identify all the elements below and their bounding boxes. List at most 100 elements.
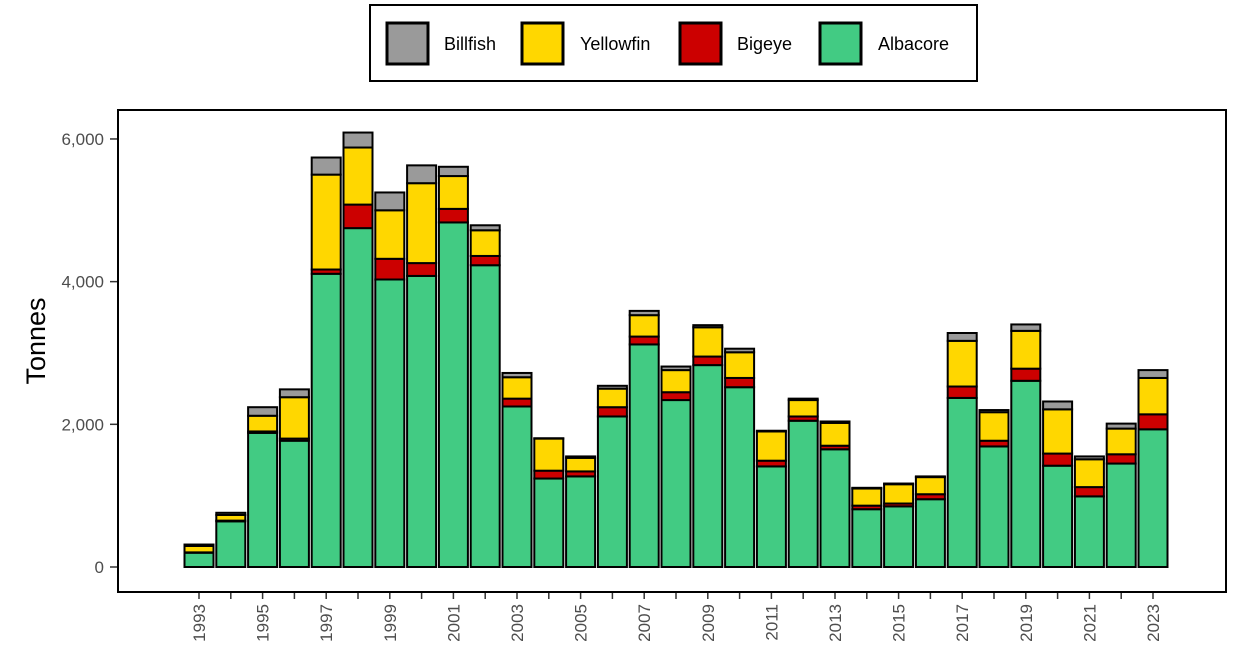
- bar-albacore-2023: [1137, 428, 1169, 568]
- bar-yellowfin-1997: [310, 173, 342, 271]
- bar-billfish-2018: [978, 409, 1010, 414]
- x-axis: 1993 1995 1997 1999 2001 2003 2005 2007 2009 2011…: [190, 592, 1163, 642]
- bar-billfish-1996: [278, 388, 310, 399]
- bar-billfish-1998: [342, 131, 374, 149]
- bar-yellowfin-1998: [342, 146, 374, 206]
- bar-bigeye-2010: [724, 376, 756, 389]
- bar-yellowfin-2013: [819, 421, 851, 447]
- bar-yellowfin-1995: [247, 414, 279, 433]
- bar-billfish-1997: [310, 156, 342, 176]
- bar-billfish-2008: [660, 365, 692, 372]
- bar-bigeye-1998: [342, 203, 374, 230]
- bar-billfish-2021: [1073, 455, 1105, 461]
- bar-billfish-2013: [819, 420, 851, 424]
- bar-yellowfin-2020: [1042, 408, 1074, 455]
- bar-yellowfin-2009: [692, 326, 724, 358]
- bar-billfish-2001: [437, 165, 469, 178]
- y-tick-label: 6,000: [61, 130, 104, 149]
- legend-swatch-billfish: [385, 21, 430, 66]
- x-tick-label: 2005: [572, 604, 591, 642]
- bar-billfish-1994: [215, 511, 247, 516]
- bar-yellowfin-2002: [469, 229, 501, 257]
- bar-yellowfin-2006: [596, 387, 628, 409]
- x-tick-label: 1999: [381, 604, 400, 642]
- bar-albacore-2008: [660, 399, 692, 568]
- x-tick-label: 1997: [317, 604, 336, 642]
- bar-albacore-2001: [437, 221, 469, 568]
- bar-yellowfin-2018: [978, 411, 1010, 442]
- bar-yellowfin-2012: [787, 399, 819, 418]
- bar-albacore-2009: [692, 364, 724, 568]
- y-tick-label: 0: [95, 558, 104, 577]
- bar-yellowfin-2022: [1105, 427, 1137, 456]
- bar-bigeye-2000: [406, 262, 438, 277]
- bar-albacore-2021: [1073, 495, 1105, 568]
- bar-yellowfin-2023: [1137, 376, 1169, 416]
- bar-billfish-1995: [247, 406, 279, 417]
- bar-yellowfin-2000: [406, 182, 438, 265]
- legend-swatch-bigeye: [678, 21, 723, 66]
- legend-label-bigeye: Bigeye: [737, 34, 792, 54]
- bar-albacore-2017: [946, 396, 978, 569]
- bar-albacore-2015: [883, 505, 915, 568]
- legend-label-albacore: Albacore: [878, 34, 949, 54]
- bar-bigeye-2017: [946, 385, 978, 399]
- legend-label-billfish: Billfish: [444, 34, 496, 54]
- bar-albacore-1998: [342, 227, 374, 568]
- bar-yellowfin-2014: [851, 487, 883, 507]
- bar-yellowfin-2003: [501, 376, 533, 400]
- bar-bigeye-2001: [437, 207, 469, 224]
- bar-yellowfin-2011: [755, 430, 787, 462]
- bar-albacore-2010: [724, 386, 756, 568]
- bar-albacore-2013: [819, 448, 851, 569]
- bar-yellowfin-1996: [278, 396, 310, 440]
- bar-billfish-2009: [692, 324, 724, 329]
- bar-billfish-2005: [565, 455, 597, 459]
- legend: Billfish Yellowfin Bigeye Albacore: [369, 4, 978, 82]
- bar-albacore-2019: [1010, 379, 1042, 568]
- bar-albacore-1993: [183, 551, 215, 568]
- bar-yellowfin-2019: [1010, 329, 1042, 370]
- bar-albacore-2022: [1105, 462, 1137, 568]
- x-tick-label: 2007: [635, 604, 654, 642]
- y-tick-label: 2,000: [61, 415, 104, 434]
- x-tick-label: 1995: [254, 604, 273, 642]
- bar-billfish-2017: [946, 332, 978, 342]
- bar-yellowfin-2017: [946, 339, 978, 388]
- y-axis-title: Tonnes: [21, 297, 51, 384]
- bar-albacore-2014: [851, 508, 883, 568]
- bar-yellowfin-2005: [565, 456, 597, 473]
- bar-billfish-2016: [914, 475, 946, 479]
- bar-billfish-2023: [1137, 369, 1169, 379]
- bar-albacore-2006: [596, 415, 628, 568]
- bar-yellowfin-2001: [437, 175, 469, 210]
- x-tick-label: 2021: [1080, 604, 1099, 642]
- bar-bigeye-2019: [1010, 367, 1042, 382]
- bar-bigeye-2022: [1105, 453, 1137, 465]
- bar-yellowfin-1999: [374, 209, 406, 260]
- bar-billfish-2011: [755, 429, 787, 433]
- bar-bigeye-2021: [1073, 486, 1105, 498]
- bar-yellowfin-2008: [660, 369, 692, 394]
- bar-billfish-2007: [628, 309, 660, 317]
- bar-albacore-1994: [215, 520, 247, 569]
- bar-bigeye-2006: [596, 406, 628, 418]
- bars-layer: [183, 131, 1169, 569]
- bar-yellowfin-2007: [628, 314, 660, 338]
- bar-albacore-2018: [978, 445, 1010, 568]
- x-tick-label: 2009: [699, 604, 718, 642]
- x-tick-label: 2015: [890, 604, 909, 642]
- bar-billfish-2010: [724, 347, 756, 354]
- bar-billfish-2003: [501, 371, 533, 379]
- bar-bigeye-2008: [660, 391, 692, 402]
- x-tick-label: 2003: [508, 604, 527, 642]
- bar-bigeye-2002: [469, 254, 501, 267]
- bar-billfish-1999: [374, 191, 406, 212]
- bar-albacore-1999: [374, 278, 406, 568]
- y-axis: 0 2,000 4,000 6,000: [61, 130, 118, 577]
- bar-bigeye-2023: [1137, 413, 1169, 431]
- x-tick-label: 2001: [444, 604, 463, 642]
- bar-albacore-2005: [565, 475, 597, 568]
- bar-albacore-2004: [533, 477, 565, 569]
- bar-billfish-2000: [406, 164, 438, 185]
